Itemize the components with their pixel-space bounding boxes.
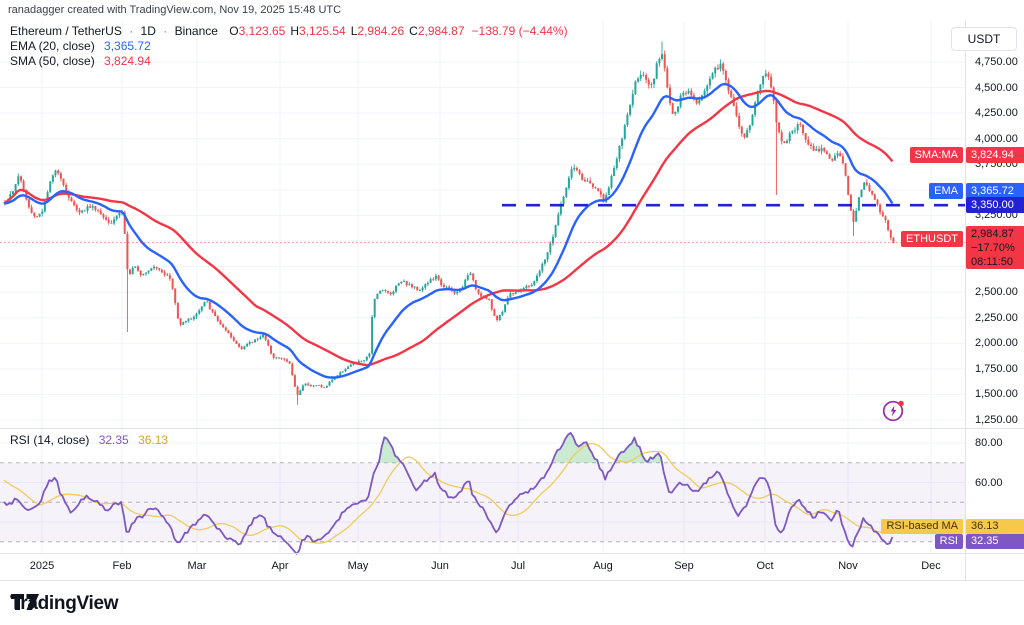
- rsi-based-ma-line: [3, 442, 893, 544]
- bar-countdown: 08:11:50: [971, 256, 1014, 268]
- rsi-legend-row[interactable]: RSI (14, close) 32.35 36.13: [10, 433, 169, 447]
- last-price-change-pct: −17.70%: [971, 242, 1015, 254]
- month-tick-label: Apr: [271, 560, 289, 572]
- price-tick-label: 4,000.00: [975, 132, 1018, 145]
- symbol-title: Ethereum / TetherUS: [10, 24, 122, 38]
- month-tick-label: Jul: [510, 560, 526, 572]
- price-tick-label: 4,250.00: [975, 107, 1018, 120]
- price-tick-label: 4,500.00: [975, 81, 1018, 94]
- ema-20-line: [3, 82, 894, 379]
- rsi-axis-value: 32.35: [966, 534, 1024, 549]
- price-tick-label: 2,250.00: [975, 311, 1018, 324]
- up-candle-wicks: [7, 41, 865, 395]
- last-price-axis-box: 2,984.87 −17.70% 08:11:50: [966, 226, 1024, 269]
- month-tick-label: 2025: [29, 560, 55, 572]
- price-tick-label: 1,250.00: [975, 414, 1018, 427]
- rsi-axis-tag: RSI: [934, 534, 963, 549]
- interval-label: 1D: [140, 24, 156, 38]
- rsi-tick-label: 60.00: [975, 476, 1003, 489]
- price-tick-label: 1,750.00: [975, 362, 1018, 375]
- grid-lines: [0, 21, 965, 553]
- spark-news-icon[interactable]: [881, 398, 907, 424]
- rsi-ma-axis-tag: RSI-based MA: [881, 519, 963, 534]
- rsi-tick-label: 80.00: [975, 437, 1003, 449]
- month-tick-label: Dec: [921, 560, 941, 572]
- tradingview-logo-mark: [11, 594, 39, 610]
- tradingview-logo[interactable]: TradingView: [10, 593, 119, 615]
- month-tick-label: Sep: [674, 560, 694, 572]
- ema-value: 3,365.72: [104, 39, 151, 53]
- ema-axis-tag: EMA: [929, 183, 963, 199]
- ema-legend-row[interactable]: EMA (20, close) 3,365.72: [10, 39, 151, 53]
- price-tick-label: 2,000.00: [975, 337, 1018, 350]
- month-tick-label: Aug: [593, 560, 613, 572]
- tradingview-logo-text: TradingView: [10, 593, 119, 614]
- rsi-overbought-fill: [378, 432, 662, 463]
- last-price: 2,984.87: [971, 228, 1014, 240]
- sma-legend-row[interactable]: SMA (50, close) 3,824.94: [10, 54, 151, 68]
- month-tick-label: Mar: [187, 560, 207, 572]
- level-line-axis-value[interactable]: 3,350.00: [966, 197, 1024, 213]
- sma-50-line: [3, 89, 894, 367]
- rsi-value: 32.35: [98, 433, 129, 447]
- month-tick-label: Feb: [112, 560, 132, 572]
- rsi-ma-value: 36.13: [138, 433, 169, 447]
- currency-unit-button[interactable]: USDT: [951, 27, 1017, 51]
- symbol-legend-row[interactable]: Ethereum / TetherUS · 1D · Binance O3,12…: [10, 24, 568, 38]
- ema-axis-value: 3,365.72: [966, 183, 1024, 199]
- ohlc-values: O3,123.65 H3,125.54 L2,984.26 C2,984.87 −138…: [229, 24, 568, 38]
- month-tick-label: Jun: [431, 560, 449, 572]
- month-tick-label: May: [347, 560, 369, 572]
- price-tick-label: 1,500.00: [975, 388, 1018, 401]
- change-value: −138.79 (−4.44%): [471, 24, 568, 38]
- sma-axis-value: 3,824.94: [966, 147, 1024, 163]
- attribution-text: ranadagger created with TradingView.com,…: [8, 4, 342, 16]
- month-tick-label: Nov: [838, 560, 858, 572]
- price-tick-label: 4,750.00: [975, 56, 1018, 68]
- price-tick-label: 2,500.00: [975, 286, 1018, 299]
- month-tick-label: Oct: [756, 560, 774, 572]
- sma-axis-tag: SMA:MA: [909, 147, 963, 163]
- exchange-label: Binance: [174, 24, 218, 38]
- rsi-line: [3, 432, 894, 555]
- rsi-ma-axis-value: 36.13: [966, 519, 1024, 534]
- symbol-axis-tag: ETHUSDT: [901, 231, 963, 247]
- sma-value: 3,824.94: [104, 54, 151, 68]
